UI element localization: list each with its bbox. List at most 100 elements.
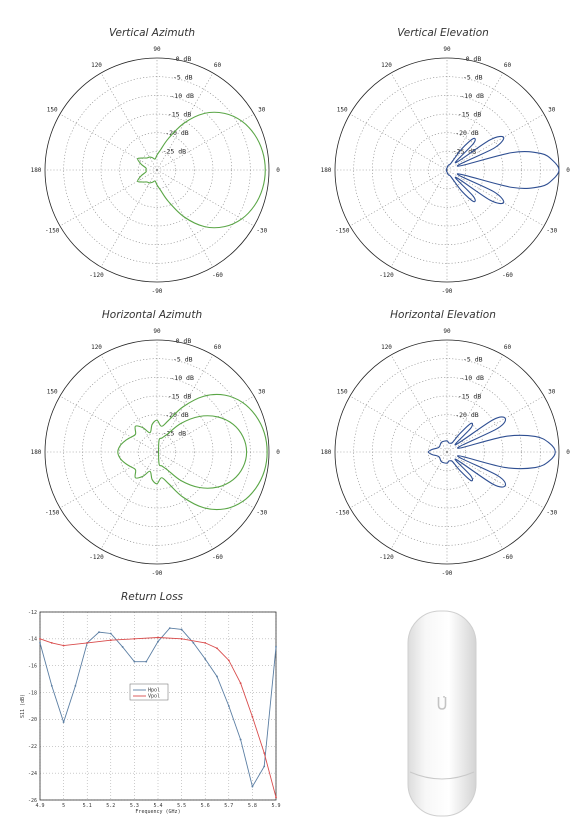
radial-label-0-db: 0 dB <box>176 55 192 63</box>
data-point-hpol <box>157 640 159 643</box>
radial-label-25-db: -25 dB <box>453 148 477 156</box>
grid-ring <box>409 414 485 490</box>
grid-spoke <box>446 169 545 227</box>
radial-label-15-db: -15 dB <box>458 111 482 119</box>
y-tick-label-14: -14 <box>28 637 37 643</box>
angle-label-90: 90 <box>153 46 161 53</box>
radial-label-15-db: -15 dB <box>458 393 482 401</box>
outer-ring <box>334 339 560 565</box>
chart-title: Vertical Elevation <box>397 27 489 39</box>
angle-label-60: -60 <box>212 272 223 279</box>
pattern-series-0 <box>445 135 560 205</box>
x-tick-label-5-9: 5.9 <box>271 803 280 809</box>
data-point-vpol <box>239 682 242 685</box>
grid-spoke <box>100 451 158 550</box>
angle-label-90: -90 <box>442 570 453 577</box>
angle-label-90: 90 <box>153 328 161 335</box>
angle-label-90: 90 <box>443 46 451 53</box>
angle-label-30: -30 <box>256 228 267 235</box>
radial-label-5-db: -5 dB <box>173 356 193 364</box>
grid-ring <box>100 395 214 509</box>
data-point-hpol <box>39 641 41 644</box>
radial-label-10-db: -10 dB <box>460 92 484 100</box>
angle-label-60: 60 <box>504 344 512 351</box>
x-tick-label-5-7: 5.7 <box>224 803 233 809</box>
grid-ring <box>138 433 176 471</box>
product-image <box>407 610 477 817</box>
angle-label-150: 150 <box>47 389 58 396</box>
grid-ring <box>390 395 504 509</box>
radial-label-25-db: -25 dB <box>163 148 187 156</box>
data-point-hpol <box>121 646 124 648</box>
data-point-hpol <box>251 785 254 788</box>
angle-label-30: 30 <box>548 389 556 396</box>
radio-body <box>407 610 477 817</box>
grid-spoke <box>100 72 158 171</box>
angle-label-150: -150 <box>45 228 60 235</box>
x-tick-label-5-4: 5.4 <box>153 803 162 809</box>
grid-ring <box>119 414 195 490</box>
angle-label-60: -60 <box>502 272 513 279</box>
grid-spoke <box>100 169 158 268</box>
angle-label-180: 180 <box>31 167 42 174</box>
data-point-hpol <box>109 632 112 635</box>
data-point-hpol <box>227 705 230 707</box>
radial-label-10-db: -10 dB <box>170 374 194 382</box>
angle-label-60: -60 <box>212 554 223 561</box>
pattern-series-0 <box>117 393 268 511</box>
x-tick-label-4-9: 4.9 <box>35 803 44 809</box>
grid-spoke <box>390 451 448 550</box>
grid-ring <box>100 113 214 227</box>
data-point-vpol <box>216 647 218 650</box>
grid-spoke <box>156 113 255 171</box>
x-axis-label: Frequency (GHz) <box>135 809 180 815</box>
grid-spoke <box>156 451 214 550</box>
data-point-hpol <box>192 641 195 644</box>
data-point-hpol <box>168 627 171 630</box>
grid-spoke <box>446 354 504 453</box>
angle-label-120: -120 <box>379 272 394 279</box>
angle-label-180: 180 <box>321 167 332 174</box>
legend-entry-vpol: Vpol <box>148 694 160 700</box>
x-tick-label-5-5: 5.5 <box>177 803 186 809</box>
grid-spoke <box>390 72 448 171</box>
line-chart-return-loss: Return Loss 4.9 5 5.1 5.2 5.3 5.4 5.5 5.6 5.7 5.8… <box>20 591 281 815</box>
chart-title: Horizontal Elevation <box>390 309 496 321</box>
grid-spoke <box>156 72 214 171</box>
angle-label-60: 60 <box>504 62 512 69</box>
radial-label-20-db: -20 dB <box>455 411 479 419</box>
chart-title: Horizontal Azimuth <box>102 309 202 321</box>
radial-label-0-db: 0 dB <box>176 337 192 345</box>
x-tick-label-5-8: 5.8 <box>248 803 257 809</box>
chart-title: Return Loss <box>121 591 184 603</box>
grid-spoke <box>446 113 545 171</box>
angle-label-30: 30 <box>548 107 556 114</box>
data-point-vpol <box>251 715 254 718</box>
data-point-hpol <box>263 765 266 768</box>
grid-spoke <box>390 354 448 453</box>
grid-spoke <box>446 395 545 453</box>
y-tick-label-16: -16 <box>28 664 37 670</box>
y-tick-label-24: -24 <box>28 771 37 777</box>
angle-label-120: -120 <box>89 554 104 561</box>
data-point-hpol <box>216 675 218 678</box>
data-point-hpol <box>180 628 183 631</box>
grid-spoke <box>446 451 504 550</box>
pattern-series-0 <box>427 416 556 488</box>
grid-spoke <box>349 395 448 453</box>
data-point-vpol <box>39 637 41 640</box>
data-point-hpol <box>275 646 277 648</box>
angle-label-180: 180 <box>31 449 42 456</box>
grid-spoke <box>349 113 448 171</box>
legend-entry-hpol: Hpol <box>148 688 160 694</box>
radial-label-20-db: -20 dB <box>455 129 479 137</box>
plot-frame <box>39 611 277 801</box>
y-tick-label-18: -18 <box>28 690 37 696</box>
polar-chart-horizontal-elevation: Horizontal Elevation 0 30 60 90 120 150 180 -15… <box>321 309 571 577</box>
y-tick-label-20: -20 <box>28 717 37 723</box>
angle-label-150: -150 <box>335 228 350 235</box>
radial-label-5-db: -5 dB <box>463 356 483 364</box>
angle-label-0: 0 <box>276 167 280 174</box>
grid-spoke <box>390 169 448 268</box>
